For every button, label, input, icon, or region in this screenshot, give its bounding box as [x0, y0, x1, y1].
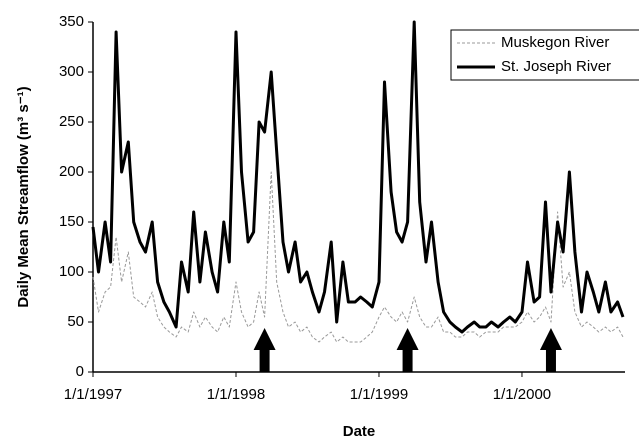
- y-tick-label: 250: [59, 113, 84, 130]
- series-line: [91, 20, 625, 334]
- x-tick-label: 1/1/1997: [64, 386, 122, 403]
- y-tick-label: 300: [59, 63, 84, 80]
- legend-label: Muskegon River: [501, 34, 609, 51]
- legend-label: St. Joseph River: [501, 58, 611, 75]
- x-tick-label: 1/1/1998: [207, 386, 265, 403]
- x-axis-label: Date: [343, 423, 376, 440]
- y-tick-label: 50: [67, 313, 84, 330]
- y-tick-label: 200: [59, 163, 84, 180]
- x-tick-label: 1/1/2000: [493, 386, 551, 403]
- x-tick-label: 1/1/1999: [350, 386, 408, 403]
- arrow: [253, 328, 276, 372]
- legend-box: [450, 29, 639, 81]
- arrow: [539, 328, 562, 372]
- y-tick-label: 150: [59, 213, 84, 230]
- y-tick-label: 350: [59, 13, 84, 30]
- y-tick-label: 100: [59, 263, 84, 280]
- y-axis-label: Daily Mean Streamflow (m³ s⁻¹): [15, 86, 32, 307]
- arrow: [396, 328, 419, 372]
- y-tick-label: 0: [76, 363, 84, 380]
- series-line: [92, 171, 624, 343]
